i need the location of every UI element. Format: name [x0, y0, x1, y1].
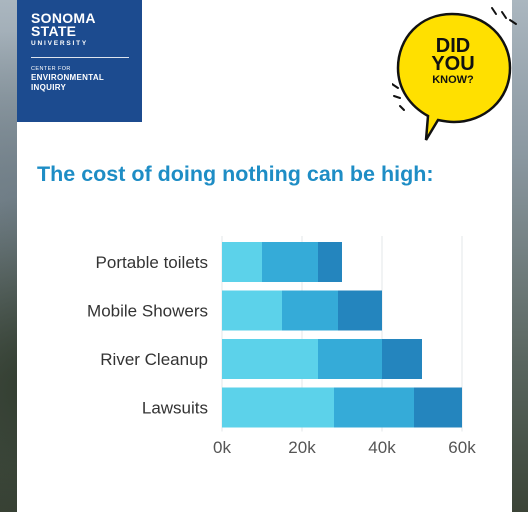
- bar-segment: [222, 339, 318, 379]
- bar-segment: [222, 290, 282, 331]
- bar-segment: [222, 387, 334, 428]
- bar-segment: [334, 387, 414, 428]
- bar-segment: [414, 387, 462, 428]
- badge-text: DID YOU KNOW?: [418, 35, 488, 87]
- bar-segment: [338, 290, 382, 331]
- bar-segment: [382, 339, 422, 379]
- logo-divider: [31, 57, 129, 58]
- category-label: River Cleanup: [100, 350, 208, 369]
- logo-environmental: ENVIRONMENTAL: [31, 73, 105, 82]
- bar-segment: [262, 242, 318, 282]
- bar-segment: [282, 290, 338, 331]
- category-label: Lawsuits: [142, 399, 208, 418]
- university-logo: SONOMA STATE UNIVERSITY CENTER FOR ENVIR…: [17, 0, 142, 122]
- x-tick-label: 40k: [368, 438, 396, 457]
- speech-bubble-shape: [396, 12, 512, 141]
- category-label: Mobile Showers: [87, 302, 208, 321]
- bars-layer: [222, 242, 462, 428]
- burst-marks: [392, 7, 517, 111]
- bar-segment: [222, 242, 262, 282]
- logo-line-sonoma: SONOMA: [31, 10, 96, 26]
- headline: The cost of doing nothing can be high:: [37, 162, 434, 186]
- badge-line-you: YOU: [431, 53, 475, 75]
- x-tick-label: 20k: [288, 438, 316, 457]
- badge-line-did: DID: [435, 35, 471, 57]
- logo-line-state: STATE: [31, 23, 77, 39]
- category-label: Portable toilets: [96, 253, 208, 272]
- bar-segment: [318, 339, 382, 379]
- bar-segment: [318, 242, 342, 282]
- logo-line-university: UNIVERSITY: [31, 40, 89, 47]
- logo-inquiry: INQUIRY: [31, 83, 67, 92]
- badge-line-know: KNOW?: [432, 74, 474, 86]
- x-tick-label: 0k: [213, 438, 231, 457]
- did-you-know-badge: [392, 7, 517, 141]
- x-tick-label: 60k: [448, 438, 476, 457]
- logo-center-for: CENTER FOR: [31, 66, 71, 72]
- labels-layer: 0k 20k 40k 60k Portable toilets Mobile Shower…: [87, 253, 476, 457]
